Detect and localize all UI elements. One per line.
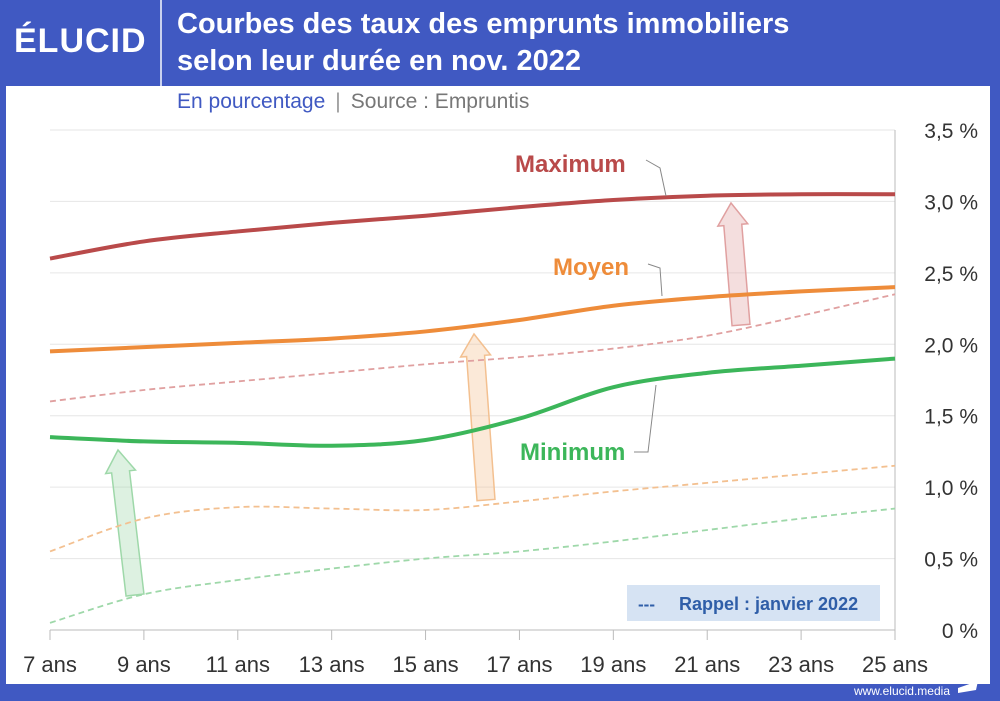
x-tick-label: 11 ans xyxy=(206,652,270,677)
series-line-moyen-janvier-2022 xyxy=(49,464,896,553)
y-tick-label: 2,5 % xyxy=(924,263,978,286)
chart-panel xyxy=(6,86,990,684)
legend-label: Rappel : janvier 2022 xyxy=(679,594,858,614)
leader-line xyxy=(647,263,663,297)
series-label: Minimum xyxy=(520,439,625,466)
leader-line xyxy=(634,384,657,453)
x-tick-label: 13 ans xyxy=(299,652,365,677)
leader-line xyxy=(645,159,667,197)
trend-arrow xyxy=(104,448,145,597)
series-line-moyen xyxy=(49,285,896,354)
series-line-minimum xyxy=(49,356,896,448)
subtitle: En pourcentage | Source : Empruntis xyxy=(177,90,529,114)
legend-symbol: --- xyxy=(638,595,655,614)
x-tick-label: 21 ans xyxy=(674,652,740,677)
header: ÉLUCID Courbes des taux des emprunts imm… xyxy=(0,0,1000,86)
x-tick-label: 9 ans xyxy=(117,652,171,677)
unit-label: En pourcentage xyxy=(177,90,326,113)
y-tick-label: 3,0 % xyxy=(924,191,978,214)
logo: ÉLUCID xyxy=(14,22,147,60)
x-tick-label: 17 ans xyxy=(486,652,552,677)
x-tick-label: 25 ans xyxy=(862,652,928,677)
y-tick-label: 2,0 % xyxy=(924,334,978,357)
series-label: Maximum xyxy=(515,151,626,178)
y-tick-label: 0 % xyxy=(942,620,978,643)
y-tick-label: 1,5 % xyxy=(924,406,978,429)
x-tick-label: 15 ans xyxy=(393,652,459,677)
series-line-maximum xyxy=(49,192,896,261)
series-line-minimum-janvier-2022 xyxy=(49,507,896,624)
header-divider xyxy=(160,0,162,86)
x-tick-label: 7 ans xyxy=(23,652,77,677)
series-label: Moyen xyxy=(553,254,629,281)
title-line-2: selon leur durée en nov. 2022 xyxy=(177,45,582,77)
trend-arrow xyxy=(716,201,751,327)
y-tick-label: 3,5 % xyxy=(924,120,978,143)
title-line-1: Courbes des taux des emprunts immobilier… xyxy=(177,8,790,40)
source-label: Source : Empruntis xyxy=(350,90,530,113)
y-tick-label: 1,0 % xyxy=(924,477,978,500)
y-tick-label: 0,5 % xyxy=(924,549,978,572)
logo-mark-icon xyxy=(958,681,978,693)
series-line-maximum-janvier-2022 xyxy=(49,293,896,403)
legend-box xyxy=(627,585,880,621)
page-title: Courbes des taux des emprunts immobilier… xyxy=(177,6,789,80)
footer-url: www.elucid.media xyxy=(853,684,950,698)
x-tick-label: 23 ans xyxy=(768,652,834,677)
trend-arrow xyxy=(459,332,496,502)
x-tick-label: 19 ans xyxy=(580,652,646,677)
subtitle-separator: | xyxy=(335,90,341,113)
